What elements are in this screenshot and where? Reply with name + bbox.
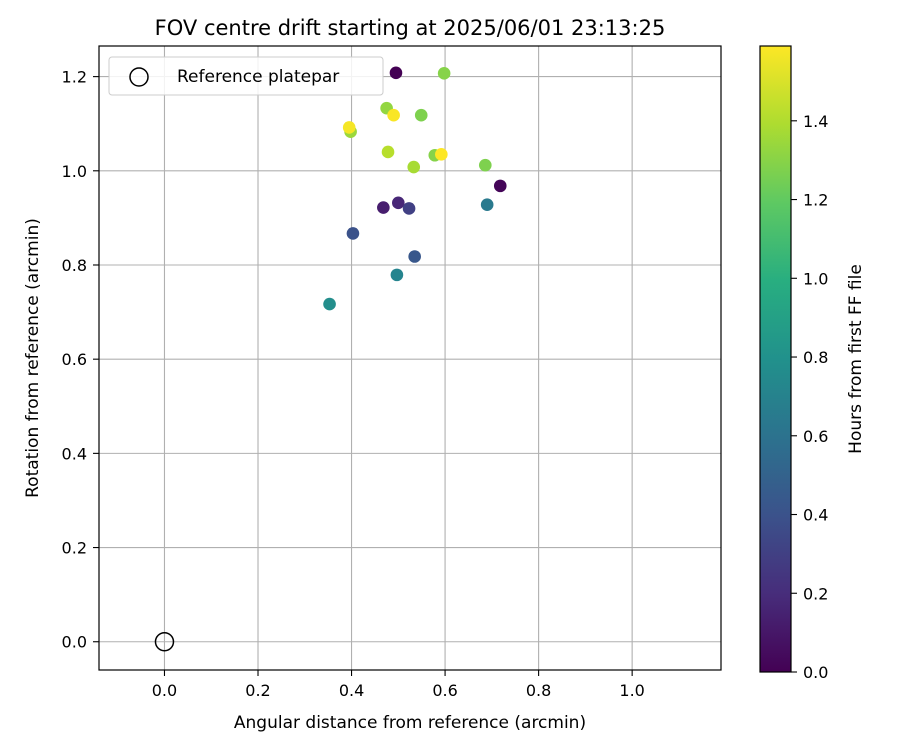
- legend: Reference platepar: [108, 56, 384, 96]
- colorbar-tick-label: 0.2: [803, 584, 828, 603]
- y-tick-label: 0.2: [62, 539, 87, 558]
- colorbar-frame: [759, 45, 792, 673]
- y-tick-label: 1.0: [62, 162, 87, 181]
- data-point: [478, 158, 492, 172]
- data-point: [387, 108, 400, 122]
- colorbar-gradient: [760, 46, 791, 672]
- x-tick-label: 0.8: [526, 681, 551, 700]
- data-point: [392, 196, 405, 210]
- data-point: [408, 250, 421, 263]
- data-point: [346, 227, 360, 240]
- colorbar-tick-label: 1.0: [803, 269, 828, 288]
- x-tick-label: 0.4: [339, 681, 364, 700]
- grid: [99, 46, 721, 670]
- data-point: [407, 160, 421, 174]
- x-axis-label: Angular distance from reference (arcmin): [234, 713, 586, 733]
- colorbar-tick-label: 0.8: [803, 348, 828, 367]
- x-axis-ticks: 0.0 0.2 0.4 0.6 0.8 1.0: [152, 670, 645, 700]
- colorbar-label: Hours from first FF file: [846, 264, 866, 454]
- legend-reference-marker: [129, 67, 149, 87]
- y-tick-label: 0.6: [62, 350, 87, 369]
- data-point: [323, 297, 336, 311]
- colorbar: 0.0 0.2 0.4 0.6 0.8 1.0 1.2 1.4 Hours from firs…: [759, 45, 866, 682]
- chart-title: FOV centre drift starting at 2025/06/01 …: [155, 16, 666, 40]
- legend-entry-reference-platepar: Reference platepar: [177, 67, 339, 87]
- data-point: [493, 179, 507, 193]
- x-tick-label: 0.6: [432, 681, 457, 700]
- y-axis-label: Rotation from reference (arcmin): [23, 218, 43, 498]
- x-tick-label: 0.0: [152, 681, 177, 700]
- colorbar-ticks: 0.0 0.2 0.4 0.6 0.8 1.0 1.2 1.4: [791, 112, 828, 682]
- data-point: [402, 202, 416, 215]
- plot-frame: [98, 45, 722, 671]
- y-tick-label: 0.8: [62, 256, 87, 275]
- colorbar-tick-label: 1.2: [803, 191, 828, 210]
- y-tick-label: 0.0: [62, 633, 87, 652]
- data-point: [437, 67, 451, 80]
- x-tick-label: 0.2: [245, 681, 270, 700]
- data-point: [480, 198, 494, 212]
- data-point: [342, 121, 356, 134]
- data-point: [390, 268, 404, 282]
- colorbar-tick-label: 1.4: [803, 112, 828, 131]
- colorbar-tick-label: 0.6: [803, 427, 828, 446]
- data-point: [414, 108, 428, 122]
- colorbar-tick-label: 0.4: [803, 506, 828, 525]
- legend-box: [108, 56, 384, 96]
- y-tick-label: 1.2: [62, 68, 87, 87]
- data-point: [381, 145, 395, 159]
- data-point: [377, 201, 390, 214]
- data-point: [389, 66, 403, 80]
- x-tick-label: 1.0: [619, 681, 644, 700]
- y-tick-label: 0.4: [62, 444, 87, 463]
- colorbar-tick-label: 0.0: [803, 663, 828, 682]
- data-points: [323, 66, 507, 311]
- y-axis-ticks: 0.0 0.2 0.4 0.6 0.8 1.0 1.2: [62, 68, 99, 652]
- data-point: [435, 148, 448, 161]
- reference-platepar-marker: [154, 631, 175, 652]
